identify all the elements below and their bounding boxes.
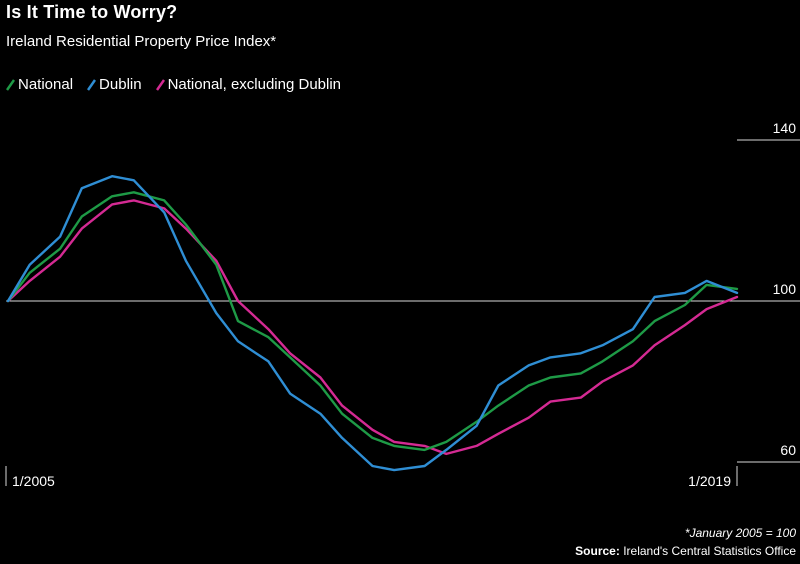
legend-swatch-national: [6, 78, 15, 91]
legend-swatch-national-excl-dublin: [155, 78, 165, 91]
source-text: Ireland's Central Statistics Office: [623, 544, 796, 558]
source-label: Source:: [575, 544, 620, 558]
footnote: *January 2005 = 100: [684, 526, 796, 540]
chart-title: Is It Time to Worry?: [6, 2, 178, 22]
legend-swatch-dublin: [87, 78, 97, 91]
legend-label-national-excl-dublin: National, excluding Dublin: [167, 76, 342, 93]
legend: National Dublin National, excluding Dubl…: [6, 76, 341, 93]
y-tick-label-100: 100: [773, 281, 797, 297]
legend-label-dublin: Dublin: [99, 76, 142, 93]
y-tick-label-60: 60: [780, 442, 796, 458]
series-line-dublin: [6, 174, 739, 472]
y-tick-label-140: 140: [773, 120, 797, 136]
legend-item-dublin: Dublin: [87, 76, 142, 93]
x-tick-label-end: 1/2019: [688, 473, 731, 489]
series-line-national: [6, 191, 739, 452]
source-line: Source: Ireland's Central Statistics Off…: [575, 544, 796, 558]
x-tick-label-start: 1/2005: [12, 473, 55, 489]
legend-item-national-excl-dublin: National, excluding Dublin: [155, 76, 342, 93]
legend-item-national: National: [6, 76, 73, 93]
legend-label-national: National: [18, 76, 74, 93]
chart-subtitle: Ireland Residential Property Price Index…: [6, 33, 277, 50]
series-line-national-excluding-dublin: [6, 199, 739, 456]
